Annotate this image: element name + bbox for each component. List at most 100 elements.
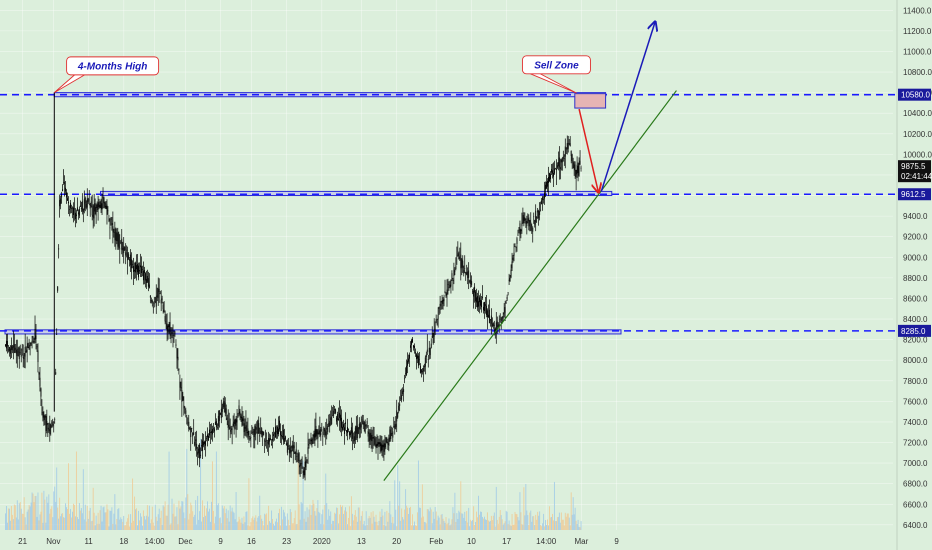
candle-body <box>269 438 271 442</box>
volume-bar <box>130 514 132 530</box>
volume-bar <box>331 523 333 530</box>
candle-body <box>210 432 211 433</box>
candle-body <box>158 288 160 293</box>
y-tick-label: 10400.0 <box>903 109 932 118</box>
candle-body <box>84 197 86 204</box>
candle-body <box>369 433 371 442</box>
volume-bar <box>393 523 395 530</box>
y-tick-label: 11000.0 <box>903 47 932 56</box>
candle-body <box>57 286 59 291</box>
candle-body <box>321 429 323 432</box>
candle-body <box>399 403 401 406</box>
volume-bar <box>459 512 461 530</box>
volume-bar <box>222 508 224 530</box>
x-tick-label: 23 <box>282 537 291 546</box>
candle-body <box>442 300 444 305</box>
candle-body <box>120 241 122 243</box>
candle-body <box>246 431 248 434</box>
volume-bar <box>562 519 564 530</box>
candle-body <box>418 359 420 361</box>
candle-body <box>541 200 543 205</box>
candle-body <box>232 423 234 426</box>
volume-bar <box>165 515 167 530</box>
candle-body <box>265 441 267 442</box>
candle-body <box>560 159 562 163</box>
time-axis[interactable]: 21 Nov 11 18 14:00 Dec 9 16 23 2020 13 20 Feb 10 17 14:… <box>18 537 619 546</box>
candle-body <box>223 401 225 408</box>
candle-body <box>73 207 74 216</box>
level-tag-8285.0-bg <box>898 324 931 337</box>
volume-bar <box>270 522 272 530</box>
candle-body <box>238 405 240 414</box>
volume-bar <box>177 524 179 530</box>
y-tick-label: 11400.0 <box>903 6 932 15</box>
volume-bar <box>552 513 553 530</box>
volume-bar <box>282 509 284 530</box>
candle-body <box>150 300 152 302</box>
candle-body <box>31 341 33 342</box>
candle-body <box>552 170 553 174</box>
candle-body <box>109 227 111 229</box>
volume-bar <box>505 510 507 530</box>
candle-body <box>309 443 311 444</box>
candle-body <box>318 430 320 435</box>
candle-body <box>225 408 227 414</box>
candle-body <box>572 161 574 163</box>
volume-bar <box>61 513 63 530</box>
candle-body <box>21 349 23 351</box>
volume-bar <box>200 438 202 530</box>
volume-bar <box>174 516 176 530</box>
candle-body <box>91 205 93 216</box>
volume-bar <box>410 506 411 530</box>
volume-bar <box>404 509 406 530</box>
candle-body <box>441 300 443 303</box>
candle-body <box>186 417 188 418</box>
volume-bar <box>142 510 144 530</box>
candle-body <box>178 368 180 370</box>
candle-body <box>577 166 579 174</box>
volume-bar <box>155 516 157 530</box>
candle-body <box>339 412 341 418</box>
volume-bar <box>43 490 45 530</box>
volume-bar <box>237 521 239 530</box>
current-price-bg <box>898 160 931 183</box>
volume-bar <box>194 514 196 530</box>
candle-body <box>565 148 567 149</box>
volume-bar <box>403 519 405 530</box>
candle-body <box>398 405 400 411</box>
volume-bar <box>329 515 331 530</box>
volume-bar <box>555 521 557 530</box>
candle-body <box>320 432 322 435</box>
candle-body <box>559 167 561 170</box>
volume-layer <box>5 438 582 530</box>
candle-body <box>356 425 358 439</box>
volume-bar <box>189 513 191 530</box>
candle-body <box>224 402 226 413</box>
volume-bar <box>320 523 322 530</box>
volume-bar <box>40 511 42 530</box>
candle-body <box>270 438 272 440</box>
volume-bar <box>292 523 294 530</box>
candle-body <box>70 202 71 209</box>
volume-bar <box>300 501 302 530</box>
candle-body <box>46 421 48 425</box>
candle-body <box>208 435 209 441</box>
candle-body <box>317 432 319 439</box>
candle-body <box>164 315 166 322</box>
candle-body <box>191 427 193 429</box>
candle-body <box>285 443 287 446</box>
candle-body <box>467 271 469 279</box>
volume-bar <box>327 519 329 530</box>
candle-body <box>176 348 178 359</box>
volume-bar <box>317 500 319 530</box>
volume-bar <box>76 517 78 530</box>
candle-body <box>393 426 395 428</box>
volume-bar <box>369 517 371 530</box>
volume-bar <box>548 525 549 530</box>
candle-body <box>533 216 535 218</box>
candle-body <box>456 255 458 257</box>
volume-bar <box>303 518 305 530</box>
volume-bar <box>164 501 166 530</box>
candle-body <box>126 249 128 251</box>
